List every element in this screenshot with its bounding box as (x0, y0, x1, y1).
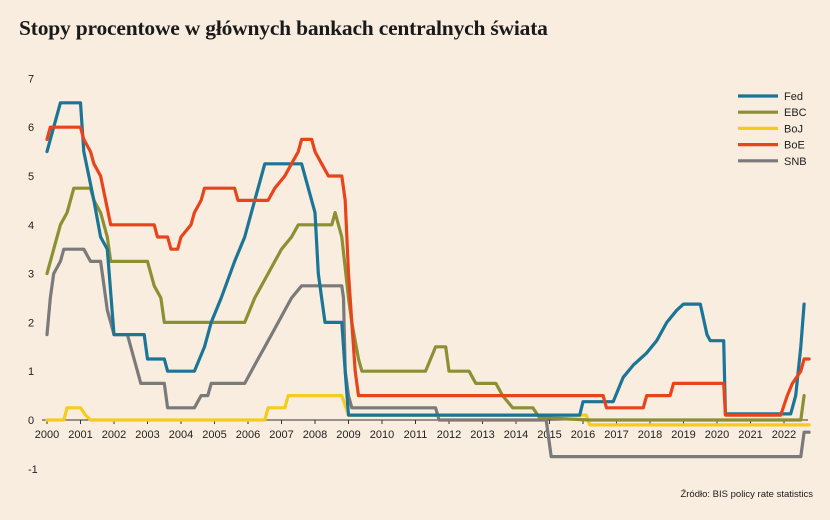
y-tick-label: 5 (28, 171, 34, 183)
x-tick-label: 2020 (705, 429, 729, 441)
x-tick-label: 2006 (236, 429, 260, 441)
x-tick-label: 2021 (738, 429, 762, 441)
chart-title: Stopy procentowe w głównych bankach cent… (19, 16, 548, 40)
legend-label-fed: Fed (784, 91, 803, 103)
x-tick-label: 2016 (571, 429, 595, 441)
source-note: Źródło: BIS policy rate statistics (680, 489, 813, 500)
x-axis: 2000 2001 2002 2003 2004 2005 2006 2007 2008 2009… (35, 420, 796, 441)
x-tick-label: 2007 (269, 429, 293, 441)
y-tick-label: 6 (28, 122, 34, 134)
x-tick-label: 2012 (437, 429, 461, 441)
x-tick-label: 2000 (35, 429, 59, 441)
x-tick-label: 2010 (370, 429, 394, 441)
y-tick-label: 7 (28, 73, 34, 85)
y-tick-label: 1 (28, 366, 34, 378)
series-lines (45, 101, 811, 459)
series-line-snb (45, 247, 811, 459)
x-tick-label: 2009 (336, 429, 360, 441)
series-line-boe (45, 125, 811, 417)
x-tick-label: 2017 (604, 429, 628, 441)
x-tick-label: 2003 (135, 429, 159, 441)
x-tick-label: 2018 (638, 429, 662, 441)
x-tick-label: 2005 (202, 429, 226, 441)
y-tick-label: 4 (28, 220, 34, 232)
x-tick-label: 2002 (102, 429, 126, 441)
y-tick-label: 0 (28, 415, 34, 427)
x-tick-label: 2014 (504, 429, 528, 441)
y-tick-label: 2 (28, 317, 34, 329)
y-tick-label: 3 (28, 269, 34, 281)
x-tick-label: 2019 (671, 429, 695, 441)
y-tick-label: -1 (28, 464, 38, 476)
x-tick-label: 2013 (470, 429, 494, 441)
x-tick-label: 2008 (303, 429, 327, 441)
x-tick-label: 2011 (404, 429, 428, 441)
x-tick-label: 2004 (169, 429, 193, 441)
legend: Fed EBC BoJ BoE SNB (738, 91, 807, 168)
x-tick-label: 2001 (68, 429, 92, 441)
x-tick-label: 2022 (772, 429, 796, 441)
y-axis: -1 0 1 2 3 4 5 6 7 (28, 73, 38, 475)
legend-label-snb: SNB (784, 156, 807, 168)
series-line-fed (45, 101, 806, 417)
legend-label-ebc: EBC (784, 107, 807, 119)
legend-label-boe: BoE (784, 140, 805, 152)
legend-label-boj: BoJ (784, 123, 803, 135)
